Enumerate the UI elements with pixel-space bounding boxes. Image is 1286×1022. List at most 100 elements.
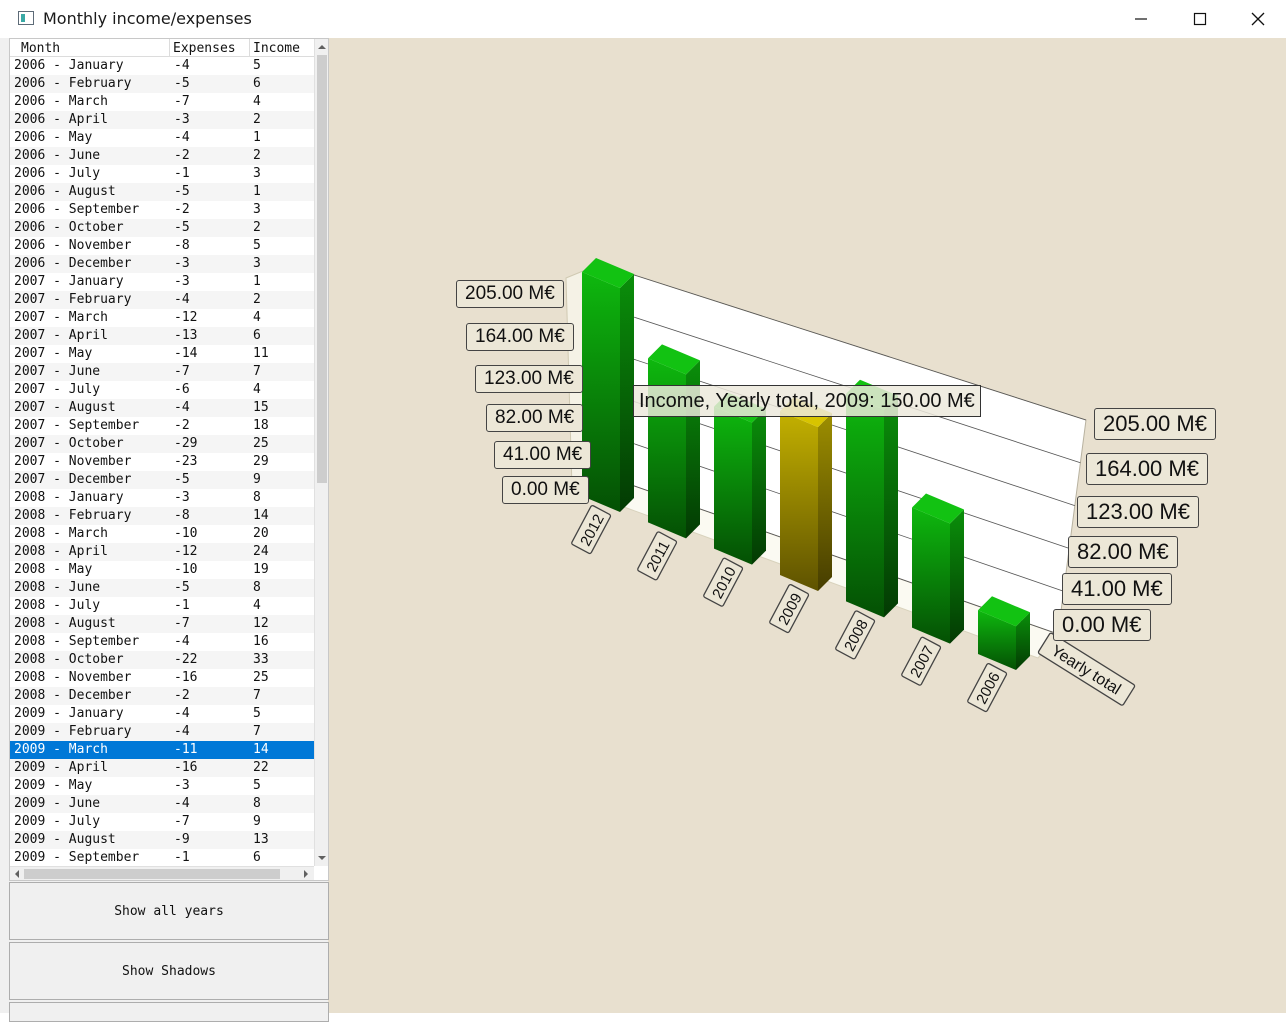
table-row[interactable]: 2006 - October -5 2 — [10, 219, 314, 237]
cell-month: 2008 - April — [14, 544, 108, 559]
minimize-icon — [1135, 18, 1147, 20]
cell-month: 2007 - December — [14, 472, 132, 487]
cell-month: 2006 - March — [14, 94, 108, 109]
cell-income: 25 — [253, 670, 269, 685]
show-all-years-button[interactable]: Show all years — [9, 882, 329, 940]
table-row[interactable]: 2007 - December -5 9 — [10, 471, 314, 489]
cell-expenses: -4 — [174, 400, 190, 415]
cell-expenses: -14 — [174, 346, 198, 361]
table-row[interactable]: 2009 - July -7 9 — [10, 813, 314, 831]
title-bar: Monthly income/expenses — [0, 0, 1286, 38]
table-row[interactable]: 2008 - May -10 19 — [10, 561, 314, 579]
table-body: 2006 - January -4 5 2006 - February -5 6 2006 … — [10, 57, 314, 867]
header-month[interactable]: Month — [10, 39, 170, 56]
table-row[interactable]: 2007 - January -3 1 — [10, 273, 314, 291]
table-row[interactable]: 2006 - June -2 2 — [10, 147, 314, 165]
data-table[interactable]: Month Expenses Income 2006 - January -4 5 2… — [9, 38, 329, 881]
table-row[interactable]: 2008 - November -16 25 — [10, 669, 314, 687]
show-shadows-button[interactable]: Show Shadows — [9, 942, 329, 1000]
cell-month: 2007 - February — [14, 292, 132, 307]
cell-income: 8 — [253, 796, 261, 811]
table-row[interactable]: 2008 - October -22 33 — [10, 651, 314, 669]
table-row[interactable]: 2008 - February -8 14 — [10, 507, 314, 525]
table-row[interactable]: 2009 - May -3 5 — [10, 777, 314, 795]
table-row[interactable]: 2007 - October -29 25 — [10, 435, 314, 453]
header-income[interactable]: Income — [253, 41, 300, 56]
table-row[interactable]: 2006 - November -8 5 — [10, 237, 314, 255]
table-row[interactable]: 2006 - August -5 1 — [10, 183, 314, 201]
table-row[interactable]: 2006 - April -3 2 — [10, 111, 314, 129]
table-row[interactable]: 2006 - January -4 5 — [10, 57, 314, 75]
cell-income: 7 — [253, 688, 261, 703]
close-button[interactable] — [1229, 0, 1286, 38]
cell-income: 5 — [253, 58, 261, 73]
table-row[interactable]: 2009 - August -9 13 — [10, 831, 314, 849]
table-row[interactable]: 2009 - February -4 7 — [10, 723, 314, 741]
table-row[interactable]: 2007 - August -4 15 — [10, 399, 314, 417]
table-row[interactable]: 2007 - March -12 4 — [10, 309, 314, 327]
table-row[interactable]: 2009 - June -4 8 — [10, 795, 314, 813]
table-row[interactable]: 2008 - March -10 20 — [10, 525, 314, 543]
scroll-right-icon[interactable] — [300, 867, 312, 881]
cell-month: 2007 - June — [14, 364, 101, 379]
scroll-up-icon[interactable] — [315, 41, 329, 53]
cell-income: 6 — [253, 850, 261, 865]
cell-month: 2008 - July — [14, 598, 101, 613]
cell-income: 5 — [253, 778, 261, 793]
header-expenses[interactable]: Expenses — [170, 39, 250, 56]
cell-expenses: -4 — [174, 796, 190, 811]
table-row[interactable]: 2008 - January -3 8 — [10, 489, 314, 507]
cell-month: 2007 - March — [14, 310, 108, 325]
vertical-scrollbar[interactable] — [314, 39, 329, 866]
table-row[interactable]: 2009 - March -11 14 — [10, 741, 314, 759]
table-row[interactable]: 2007 - February -4 2 — [10, 291, 314, 309]
table-row[interactable]: 2007 - June -7 7 — [10, 363, 314, 381]
table-row[interactable]: 2009 - January -4 5 — [10, 705, 314, 723]
table-row[interactable]: 2008 - June -5 8 — [10, 579, 314, 597]
cell-expenses: -3 — [174, 256, 190, 271]
cell-month: 2009 - July — [14, 814, 101, 829]
next-button[interactable] — [9, 1002, 329, 1022]
table-row[interactable]: 2008 - September -4 16 — [10, 633, 314, 651]
maximize-button[interactable] — [1171, 0, 1229, 38]
table-row[interactable]: 2009 - September -1 6 — [10, 849, 314, 867]
cell-expenses: -3 — [174, 778, 190, 793]
cell-expenses: -5 — [174, 184, 190, 199]
cell-expenses: -13 — [174, 328, 198, 343]
scroll-left-icon[interactable] — [11, 867, 23, 881]
table-row[interactable]: 2006 - December -3 3 — [10, 255, 314, 273]
cell-expenses: -1 — [174, 850, 190, 865]
cell-income: 7 — [253, 724, 261, 739]
table-row[interactable]: 2008 - August -7 12 — [10, 615, 314, 633]
horizontal-scrollbar[interactable] — [10, 866, 314, 881]
cell-income: 8 — [253, 580, 261, 595]
table-row[interactable]: 2006 - May -4 1 — [10, 129, 314, 147]
y-tick-label-left: 82.00 M€ — [486, 404, 584, 432]
table-row[interactable]: 2007 - September -2 18 — [10, 417, 314, 435]
table-row[interactable]: 2006 - March -7 4 — [10, 93, 314, 111]
table-row[interactable]: 2008 - July -1 4 — [10, 597, 314, 615]
cell-expenses: -9 — [174, 832, 190, 847]
cell-income: 4 — [253, 598, 261, 613]
cell-expenses: -7 — [174, 616, 190, 631]
cell-expenses: -1 — [174, 166, 190, 181]
horizontal-scroll-thumb[interactable] — [24, 869, 280, 879]
table-row[interactable]: 2008 - April -12 24 — [10, 543, 314, 561]
scroll-down-icon[interactable] — [315, 852, 329, 864]
app-icon — [18, 11, 34, 25]
cell-income: 3 — [253, 166, 261, 181]
table-row[interactable]: 2006 - July -1 3 — [10, 165, 314, 183]
table-row[interactable]: 2007 - April -13 6 — [10, 327, 314, 345]
minimize-button[interactable] — [1112, 0, 1170, 38]
y-tick-label-left: 123.00 M€ — [475, 365, 583, 393]
cell-income: 19 — [253, 562, 269, 577]
table-row[interactable]: 2008 - December -2 7 — [10, 687, 314, 705]
table-row[interactable]: 2009 - April -16 22 — [10, 759, 314, 777]
cell-income: 9 — [253, 814, 261, 829]
table-row[interactable]: 2007 - May -14 11 — [10, 345, 314, 363]
table-row[interactable]: 2006 - February -5 6 — [10, 75, 314, 93]
table-row[interactable]: 2007 - November -23 29 — [10, 453, 314, 471]
table-row[interactable]: 2007 - July -6 4 — [10, 381, 314, 399]
vertical-scroll-thumb[interactable] — [317, 55, 327, 483]
table-row[interactable]: 2006 - September -2 3 — [10, 201, 314, 219]
